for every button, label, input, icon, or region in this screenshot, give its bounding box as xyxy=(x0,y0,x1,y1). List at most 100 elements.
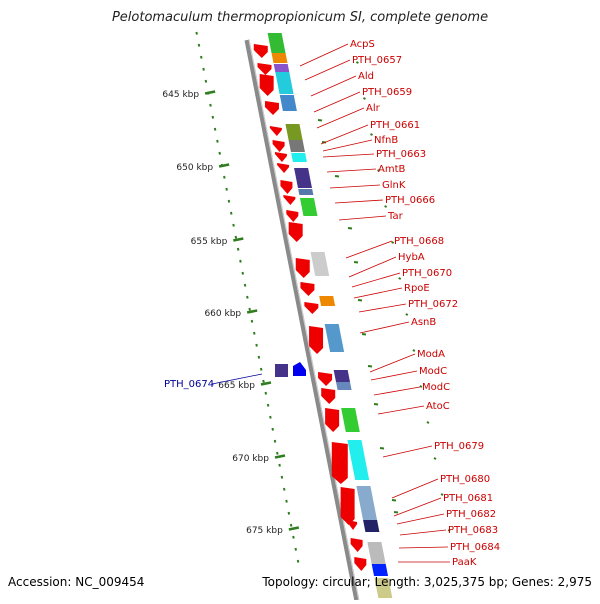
cds-arrow xyxy=(288,222,303,242)
feature-box xyxy=(356,486,378,520)
tick-dot xyxy=(294,547,298,551)
feature-box xyxy=(271,53,288,63)
gene-label: Ald xyxy=(358,71,374,82)
tick-dot xyxy=(296,559,300,563)
tick-dot xyxy=(234,235,238,239)
tick-dot xyxy=(227,199,231,203)
tick-dot xyxy=(289,523,293,527)
outer-tick xyxy=(440,493,444,496)
gene-label: Tar xyxy=(387,211,404,222)
feature-box xyxy=(319,296,336,306)
tick-dot xyxy=(239,259,242,263)
outer-tick xyxy=(363,97,366,100)
leader-line xyxy=(382,445,433,458)
major-tick xyxy=(260,381,272,386)
feature-box xyxy=(294,168,312,188)
major-tick xyxy=(204,90,216,95)
outer-tick xyxy=(347,227,353,230)
leader-line xyxy=(353,287,403,299)
tick-dot xyxy=(250,319,254,323)
tick-dot xyxy=(218,151,221,155)
gene-label: PaaK xyxy=(452,557,477,568)
cds-arrow xyxy=(283,195,296,205)
cds-arrow xyxy=(264,101,279,115)
outer-tick xyxy=(355,61,359,64)
tick-dot xyxy=(278,463,281,467)
tick-dot xyxy=(271,427,274,431)
outer-tick xyxy=(357,299,363,302)
tick-dot xyxy=(264,391,268,395)
feature-box xyxy=(347,440,370,480)
leader-line xyxy=(334,199,384,204)
leader-line xyxy=(322,139,373,152)
feature-box xyxy=(267,33,286,53)
gene-label: ModA xyxy=(417,349,445,360)
cds-arrow xyxy=(257,63,272,75)
leader-line xyxy=(304,59,351,81)
leader-line xyxy=(398,546,449,549)
leader-line xyxy=(370,370,418,381)
leader-line xyxy=(313,91,361,113)
tick-dot xyxy=(253,331,256,335)
backbone-line xyxy=(244,39,360,601)
leader-line xyxy=(348,256,397,278)
feature-box xyxy=(285,124,303,140)
major-tick xyxy=(274,454,286,459)
gene-label: HybA xyxy=(398,252,425,263)
scale-label: 675 kbp xyxy=(246,526,283,536)
tick-dot xyxy=(223,175,226,179)
leader-line xyxy=(211,373,263,385)
gene-label: PTH_0666 xyxy=(385,195,435,206)
feature-box xyxy=(341,408,360,432)
feature-box xyxy=(299,198,318,216)
map-title: Pelotomaculum thermopropionicum SI, comp… xyxy=(111,10,489,25)
feature-box xyxy=(333,370,351,382)
gene-label: PTH_0663 xyxy=(376,149,426,160)
feature-box xyxy=(288,140,305,152)
tick-dot xyxy=(211,115,215,119)
scale-label: 655 kbp xyxy=(191,237,228,247)
outer-tick xyxy=(367,365,373,368)
outer-tick xyxy=(412,349,416,352)
scale-label: 650 kbp xyxy=(176,163,213,173)
gene-label: PTH_0670 xyxy=(402,268,452,279)
cds-arrow xyxy=(300,282,315,296)
gene-label: ModC xyxy=(422,382,450,393)
outer-tick xyxy=(370,133,373,136)
cds-arrow xyxy=(272,140,285,152)
leader-line xyxy=(322,153,375,158)
tick-dot xyxy=(280,475,284,479)
tick-dot xyxy=(257,355,261,359)
leader-line xyxy=(310,75,357,97)
outer-tick xyxy=(398,277,402,280)
tick-dot xyxy=(225,187,228,191)
gene-label: PTH_0680 xyxy=(440,474,490,485)
tick-dot xyxy=(200,55,203,59)
gene-label: AmtB xyxy=(378,164,406,175)
scale-label: 645 kbp xyxy=(162,90,199,100)
accession-text: Accession: NC_009454 xyxy=(8,575,145,589)
outer-tick xyxy=(419,385,423,388)
gene-label: PTH_0681 xyxy=(443,493,493,504)
gene-label-left: PTH_0674 xyxy=(164,379,214,390)
outer-tick xyxy=(377,169,381,172)
tick-dot xyxy=(292,535,295,539)
outer-tick xyxy=(447,529,451,532)
feature-box xyxy=(324,324,345,352)
cds-arrow xyxy=(274,152,287,162)
cds-arrow xyxy=(347,520,358,530)
outer-tick xyxy=(379,447,385,450)
scale-label: 670 kbp xyxy=(232,454,269,464)
feature-box xyxy=(279,95,297,111)
tick-dot xyxy=(232,223,235,227)
tick-dot xyxy=(248,307,251,311)
cds-arrow xyxy=(350,538,363,552)
tick-dot xyxy=(285,499,288,503)
cds-arrow xyxy=(259,74,274,96)
outer-tick xyxy=(391,241,395,244)
major-tick xyxy=(288,526,300,531)
feature-arrow xyxy=(293,362,306,376)
leader-line xyxy=(299,43,349,67)
gene-label: GlnK xyxy=(382,180,406,191)
scale-label: 660 kbp xyxy=(204,309,241,319)
